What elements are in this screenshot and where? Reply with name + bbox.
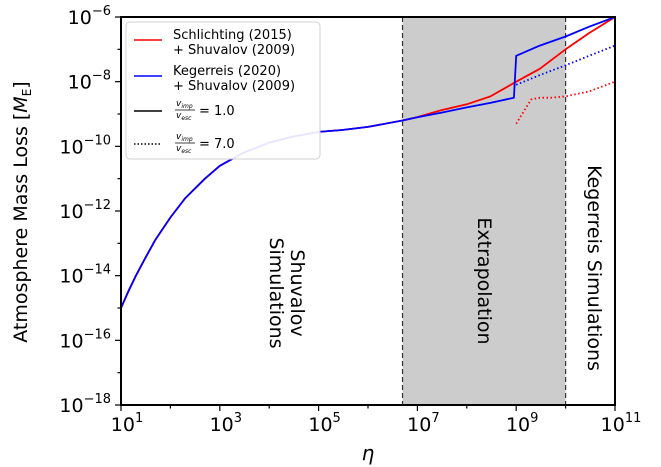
x-tick-label: 105: [308, 411, 340, 436]
legend-label-schlichting-2: + Shuvalov (2009): [173, 43, 295, 58]
series-line-1: [120, 16, 616, 309]
legend-box: [125, 21, 321, 160]
x-tick-label: 1011: [601, 411, 642, 436]
x-tick-label: 109: [506, 411, 538, 436]
extrapolation-region: [402, 17, 566, 405]
legend-ratio-den-2: vesc: [176, 144, 192, 155]
x-tick-label: 107: [407, 411, 439, 436]
legend-dotted-value: = 7.0: [199, 137, 235, 152]
legend-label-schlichting-1: Schlichting (2015): [173, 28, 292, 43]
y-tick-label: 10−10: [59, 133, 111, 158]
plot-frame: [120, 16, 616, 406]
series-line-2: [515, 80, 616, 125]
legend-ratio-den-1: vesc: [176, 111, 192, 122]
legend-label-kegerreis-2: + Shuvalov (2009): [173, 79, 295, 94]
y-tick-label: 10−12: [59, 198, 111, 223]
series-line-3: [515, 44, 616, 86]
region-label-extrapolation: Extrapolation: [473, 217, 495, 344]
region-label-kegerreis: Kegerreis Simulations: [583, 165, 605, 371]
x-tick-label: 101: [111, 411, 143, 436]
y-tick-label: 10−18: [59, 392, 111, 417]
y-tick-label: 10−6: [68, 4, 111, 29]
legend-ratio-num-1: vimp: [176, 99, 193, 110]
legend-label-kegerreis-1: Kegerreis (2020): [173, 64, 281, 79]
legend: Schlichting (2015) + Shuvalov (2009) Keg…: [125, 21, 321, 160]
legend-solid-value: = 1.0: [199, 104, 235, 119]
y-axis-label: Atmosphere Mass Loss [ME]: [10, 81, 34, 342]
region-label-shuvalov-2: Simulations: [265, 237, 287, 348]
y-tick-label: 10−14: [59, 263, 111, 288]
region-label-shuvalov: Shuvalov: [286, 249, 308, 336]
y-tick-label: 10−16: [59, 327, 111, 352]
legend-ratio-num-2: vimp: [176, 132, 193, 143]
x-tick-label: 103: [210, 411, 242, 436]
y-tick-label: 10−8: [68, 69, 111, 94]
x-axis-label: η: [362, 441, 375, 465]
